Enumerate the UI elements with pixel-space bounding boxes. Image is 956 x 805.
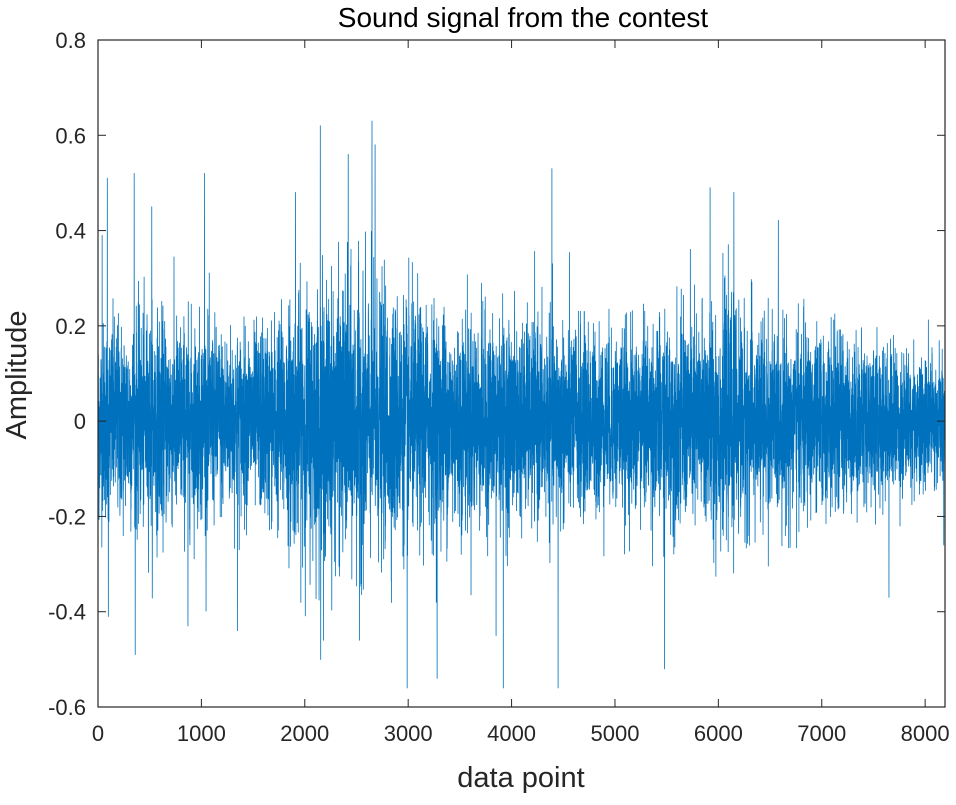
x-tick-label: 4000 bbox=[487, 721, 536, 746]
x-tick-label: 1000 bbox=[177, 721, 226, 746]
y-tick-label: 0 bbox=[74, 409, 86, 434]
y-tick-label: -0.2 bbox=[48, 504, 86, 529]
y-tick-label: 0.8 bbox=[55, 28, 86, 53]
x-tick-label: 6000 bbox=[694, 721, 743, 746]
x-axis-title: data point bbox=[457, 762, 584, 794]
y-tick-label: 0.6 bbox=[55, 123, 86, 148]
signal-line bbox=[98, 120, 945, 689]
y-tick-label: 0.4 bbox=[55, 219, 86, 244]
y-tick-label: -0.6 bbox=[48, 695, 86, 720]
y-axis-title: Amplitude bbox=[1, 311, 33, 440]
x-tick-label: 0 bbox=[92, 721, 104, 746]
chart-title: Sound signal from the contest bbox=[338, 2, 709, 33]
axes-box bbox=[97, 39, 946, 708]
y-tick-label: -0.4 bbox=[48, 600, 86, 625]
signal-plot-area bbox=[98, 120, 945, 689]
x-tick-label: 7000 bbox=[797, 721, 846, 746]
x-tick-label: 8000 bbox=[901, 721, 950, 746]
x-tick-label: 3000 bbox=[384, 721, 433, 746]
x-tick-label: 5000 bbox=[590, 721, 639, 746]
y-tick-label: 0.2 bbox=[55, 314, 86, 339]
x-tick-label: 2000 bbox=[280, 721, 329, 746]
axes: 0 1000 2000 3000 4000 5000 6000 7000 8000 -0.6 -0.… bbox=[48, 28, 950, 746]
